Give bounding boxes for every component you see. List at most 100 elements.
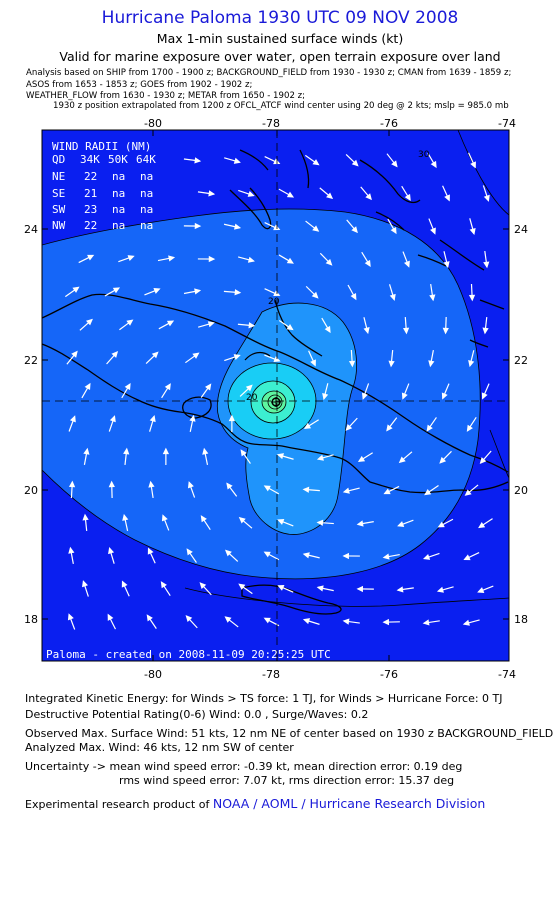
wind-vector-arrow <box>78 254 95 264</box>
wind-vector-arrow <box>157 255 176 262</box>
lon-tick-label: -80 <box>144 117 162 130</box>
lon-tick-labels-bottom: -80 -78 -76 -74 <box>144 668 516 681</box>
lon-tick-labels-top: -80 -78 -76 -74 <box>144 117 516 130</box>
wind-vector-arrow <box>145 351 159 364</box>
wind-vector-arrow <box>347 284 357 301</box>
lat-tick-labels-right: 24 22 20 18 <box>514 223 528 626</box>
wind-vector-arrow <box>160 581 171 597</box>
wind-vector-arrow <box>361 251 371 268</box>
wind-vector-arrow <box>108 547 115 564</box>
wind-vector-arrow <box>482 316 489 335</box>
wind-radii-table: WIND RADII (NM) QD 34K 50K 64K NE 22 na … <box>52 140 156 232</box>
wind-radii-value: na <box>112 187 125 200</box>
wind-vector-arrow <box>228 414 236 433</box>
wind-vector-arrow <box>427 152 437 169</box>
lon-tick-label: -78 <box>262 117 280 130</box>
wind-vector-arrow <box>237 256 255 263</box>
wind-vector-arrow <box>357 452 373 462</box>
lat-tick-label: 20 <box>24 484 38 497</box>
wind-vector-arrow <box>482 185 490 202</box>
wind-vector-arrow <box>302 486 320 493</box>
wind-vector-arrow <box>183 288 202 295</box>
wind-vector-arrow <box>426 417 437 432</box>
wind-radii-value: 22 <box>84 170 97 183</box>
wind-vector-arrow <box>158 320 175 330</box>
map-subtitle: Max 1-min sustained surface winds (kt) <box>156 31 404 46</box>
wind-vector-arrow <box>108 415 116 432</box>
wind-vector-arrow <box>239 384 253 397</box>
wind-vector-arrow <box>388 349 395 368</box>
wind-vector-arrow <box>121 382 131 399</box>
analysis-note-1: Analysis based on SHIP from 1700 - 1900 … <box>26 68 512 78</box>
wind-vector-arrow <box>83 447 90 465</box>
wind-radii-title: WIND RADII (NM) <box>52 140 151 153</box>
wind-vector-arrow <box>189 414 196 432</box>
contour-label: 20 <box>268 297 280 307</box>
wind-vector-arrow <box>382 553 400 560</box>
wind-vector-arrow <box>82 513 89 532</box>
uncertainty-line-1: Uncertainty -> mean wind speed error: -0… <box>25 760 463 773</box>
wind-vector-arrow <box>68 546 75 564</box>
wind-radii-quadrant: SE <box>52 187 65 200</box>
wind-vector-arrow <box>398 451 413 464</box>
wind-vector-arrow <box>388 284 396 301</box>
lat-tick-label: 18 <box>24 613 38 626</box>
wind-vector-arrow <box>439 450 452 464</box>
wind-vector-arrow <box>478 518 493 529</box>
wind-radii-quadrant: NE <box>52 170 65 183</box>
wind-vector-arrow <box>237 322 256 329</box>
wind-vector-arrow <box>442 316 449 335</box>
wind-vector-arrow <box>278 254 294 264</box>
wind-vector-field <box>64 152 494 630</box>
product-credit-prefix: Experimental research product of <box>25 798 210 811</box>
lon-tick-label: -80 <box>144 668 162 681</box>
lon-tick-label: -76 <box>380 117 398 130</box>
wind-vector-arrow <box>107 613 117 630</box>
wind-vector-arrow <box>64 286 80 298</box>
wind-vector-arrow <box>342 552 360 560</box>
hrd-link[interactable]: NOAA / AOML / Hurricane Research Divisio… <box>212 796 486 811</box>
wind-vector-arrow <box>345 154 359 167</box>
wind-vector-arrow <box>383 485 400 495</box>
lon-tick-label: -74 <box>498 668 516 681</box>
wind-radii-value: na <box>140 203 153 216</box>
wind-vector-arrow <box>304 154 320 166</box>
wind-vector-arrow <box>437 518 454 528</box>
wind-vector-arrow <box>185 352 200 364</box>
wind-vector-arrow <box>223 289 242 296</box>
wind-vector-arrow <box>183 157 202 164</box>
map-credit: Paloma - created on 2008-11-09 20:25:25 … <box>46 648 331 661</box>
coastlines <box>42 149 509 615</box>
wind-vector-arrow <box>122 513 129 531</box>
wind-vector-arrow <box>305 285 319 299</box>
wind-vector-arrow <box>278 320 294 331</box>
wind-vector-arrow <box>443 251 450 269</box>
wind-vector-arrow <box>162 447 170 466</box>
wind-vector-arrow <box>319 252 333 266</box>
wind-vector-arrow <box>104 287 121 297</box>
wind-vector-arrow <box>316 585 334 592</box>
analysis-note-3: WEATHER_FLOW from 1630 - 1930 z; METAR f… <box>26 91 306 101</box>
wind-vector-arrow <box>79 318 93 331</box>
wind-vector-arrow <box>148 480 155 498</box>
wind-vector-arrow <box>345 417 358 431</box>
wind-vector-arrow <box>161 514 170 531</box>
wind-radii-value: na <box>112 219 125 232</box>
wind-vector-arrow <box>442 185 450 202</box>
wind-vector-arrow <box>82 580 89 597</box>
wind-vector-arrow <box>278 188 295 198</box>
wind-vector-arrow <box>483 250 490 269</box>
wind-contour-field: 20 20 30 WIND RADII (NM) QD 34K 50K 64K … <box>42 130 509 661</box>
wind-vector-arrow <box>67 613 76 630</box>
wind-vector-arrow <box>276 453 294 460</box>
wind-vector-arrow <box>106 350 119 365</box>
wind-vector-arrow <box>308 350 316 367</box>
wind-vector-arrow <box>348 349 356 368</box>
contour-label: 20 <box>246 393 258 403</box>
wind-vector-arrow <box>161 383 171 399</box>
wind-vector-arrow <box>302 552 320 559</box>
wind-vector-arrow <box>238 583 253 595</box>
wind-vector-arrow <box>202 447 209 465</box>
wind-vector-arrow <box>121 580 130 597</box>
wind-vector-arrow <box>303 419 319 429</box>
